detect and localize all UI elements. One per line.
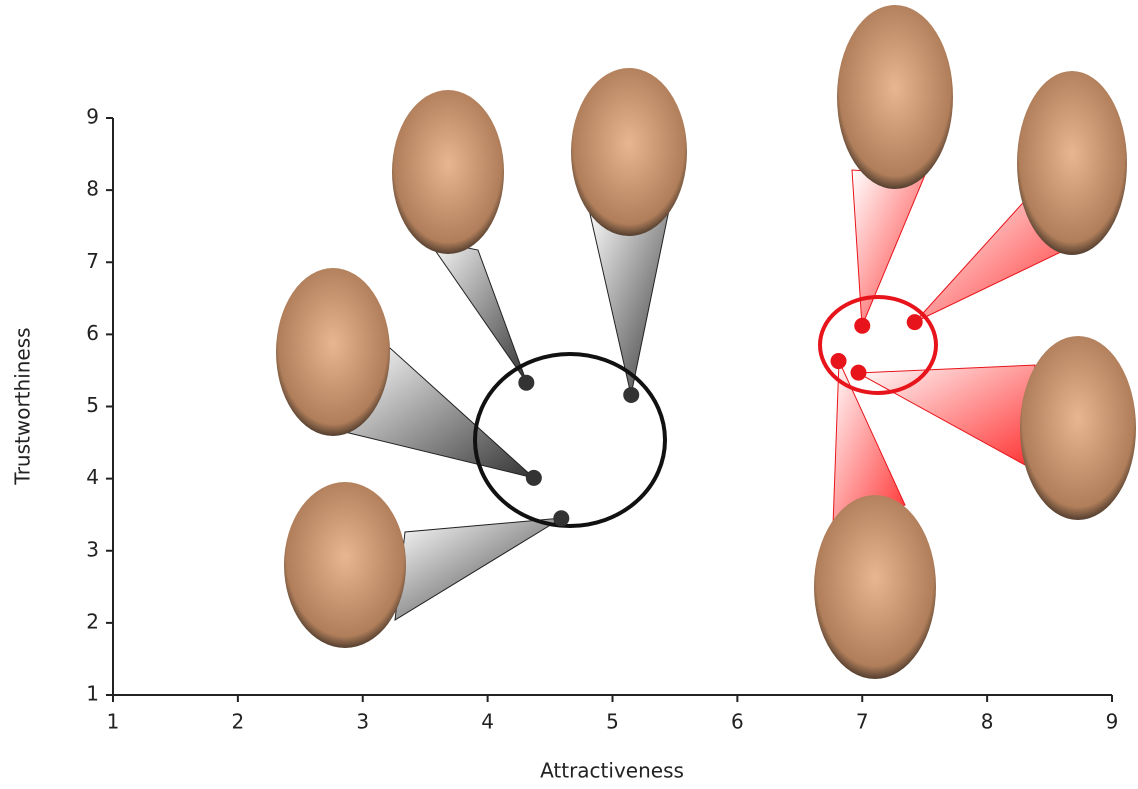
group-outline xyxy=(473,352,667,528)
x-tick-label: 2 xyxy=(232,710,245,734)
y-tick-label: 3 xyxy=(86,537,99,561)
y-axis-label: Trustworthiness xyxy=(11,327,35,485)
x-tick-label: 9 xyxy=(1106,710,1119,734)
point xyxy=(623,386,640,403)
point xyxy=(830,353,847,370)
point xyxy=(553,510,570,527)
x-tick-label: 4 xyxy=(481,710,494,734)
y-tick-label: 4 xyxy=(86,465,99,489)
y-tick-label: 5 xyxy=(86,393,99,417)
point xyxy=(518,374,535,391)
point xyxy=(850,364,867,381)
group-outline xyxy=(818,295,938,395)
x-tick-label: 5 xyxy=(606,710,619,734)
x-axis-label: Attractiveness xyxy=(540,759,684,783)
y-tick-label: 9 xyxy=(86,105,99,129)
faces xyxy=(276,5,1136,679)
y-tick-label: 6 xyxy=(86,321,99,345)
y-tick-label: 1 xyxy=(86,682,99,706)
y-tick-label: 8 xyxy=(86,177,99,201)
x-tick-label: 6 xyxy=(731,710,744,734)
point xyxy=(854,317,871,334)
y-tick-label: 7 xyxy=(86,249,99,273)
x-tick-label: 1 xyxy=(107,710,120,734)
point xyxy=(906,314,923,331)
x-tick-label: 8 xyxy=(981,710,994,734)
y-tick-label: 2 xyxy=(86,609,99,633)
x-tick-label: 7 xyxy=(856,710,869,734)
point xyxy=(525,469,542,486)
x-tick-label: 3 xyxy=(356,710,369,734)
